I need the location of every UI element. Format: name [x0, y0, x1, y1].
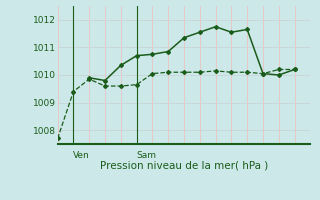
Text: Ven: Ven [73, 151, 90, 160]
X-axis label: Pression niveau de la mer( hPa ): Pression niveau de la mer( hPa ) [100, 161, 268, 171]
Text: Sam: Sam [137, 151, 156, 160]
